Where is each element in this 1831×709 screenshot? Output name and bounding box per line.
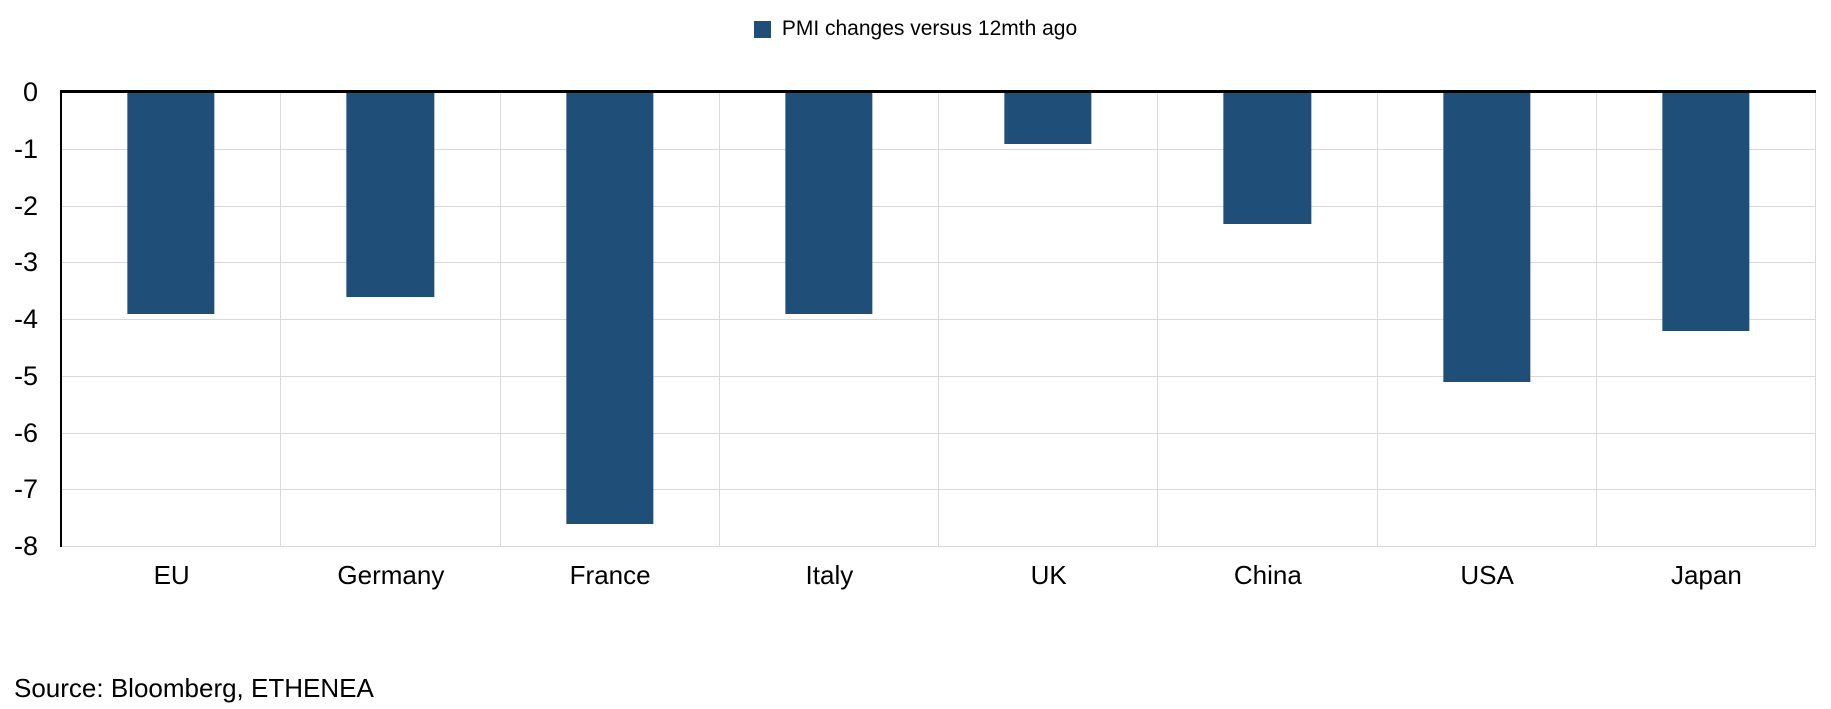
h-gridline: [62, 205, 1816, 207]
h-gridline: [62, 148, 1816, 150]
legend-label: PMI changes versus 12mth ago: [781, 17, 1078, 41]
x-tick-label-uk: UK: [1030, 560, 1067, 590]
bar-eu: [127, 93, 215, 315]
h-gridline: [62, 375, 1816, 377]
x-tick-label-france: France: [569, 560, 651, 590]
y-tick-label: -6: [13, 417, 38, 448]
x-tick-label-usa: USA: [1460, 560, 1514, 590]
x-tick-label-germany: Germany: [337, 560, 445, 590]
category-band-uk: [939, 93, 1159, 547]
x-tick-label-china: China: [1233, 560, 1302, 590]
bar-usa: [1442, 93, 1531, 383]
bar-china: [1223, 93, 1312, 224]
legend-marker-icon: [753, 20, 771, 38]
category-band-china: [1158, 93, 1378, 547]
category-band-eu: [62, 93, 282, 547]
h-gridline: [62, 432, 1816, 434]
bar-france: [565, 93, 654, 525]
x-axis: EU Germany France Italy UK China USA Japan: [62, 559, 1816, 592]
category-band-japan: [1597, 93, 1816, 547]
x-tick-label-italy: Italy: [805, 560, 854, 590]
source-text: Source: Bloomberg, ETHENEA: [14, 673, 374, 703]
legend: PMI changes versus 12mth ago: [0, 14, 1831, 44]
x-tick-label-eu: EU: [153, 560, 190, 590]
category-band-germany: [281, 93, 501, 547]
bar-uk: [1004, 93, 1092, 145]
h-gridline: [62, 319, 1816, 320]
y-tick-label: -2: [13, 190, 38, 221]
h-gridline: [62, 262, 1816, 264]
bands: [62, 93, 1816, 547]
y-tick-label: -1: [13, 133, 38, 164]
y-tick-label: -5: [13, 360, 38, 391]
bar-germany: [346, 93, 435, 298]
y-tick-label: -3: [13, 247, 38, 278]
category-band-france: [501, 93, 720, 547]
y-axis: 0 -1 -2 -3 -4 -5 -6 -7 -8: [0, 78, 38, 559]
x-tick-label-japan: Japan: [1670, 560, 1742, 590]
y-tick-label: -4: [13, 303, 38, 334]
category-band-italy: [720, 93, 939, 547]
h-gridline: [62, 489, 1816, 491]
h-gridline: [62, 546, 1816, 547]
category-band-usa: [1378, 93, 1597, 547]
y-tick-label: 0: [22, 76, 38, 107]
gridlines: [62, 93, 1816, 547]
y-tick-label: -8: [13, 530, 38, 561]
plot-area: [60, 90, 1816, 547]
y-tick-label: -7: [13, 474, 38, 505]
bar-japan: [1662, 93, 1750, 332]
bar-italy: [785, 93, 873, 315]
